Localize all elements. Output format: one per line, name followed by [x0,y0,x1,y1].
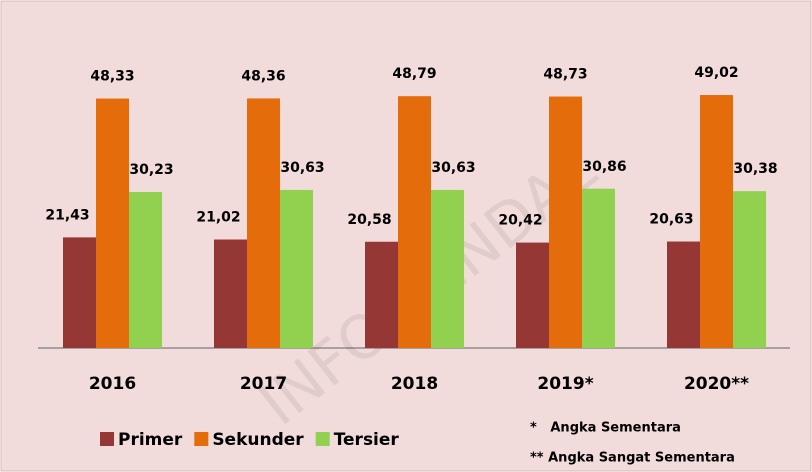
value-label: 30,38 [733,161,777,177]
value-label: 20,58 [347,212,391,228]
x-tick-label: 2020** [684,374,749,394]
bar-shine [516,242,549,348]
x-tick-label: 2018 [391,374,438,394]
bar-shine [280,189,313,348]
value-label: 30,23 [129,162,173,178]
x-tick-label: 2019* [537,374,593,394]
value-label: 30,86 [582,159,626,175]
legend-label: Sekunder [212,430,304,450]
bar-shine [247,98,280,348]
bar-shine [700,95,733,349]
bar-shine [431,189,464,348]
bar-shine [398,96,431,349]
legend-swatch [100,432,114,446]
value-label: 30,63 [431,160,475,176]
bar-shine [63,237,96,348]
bar-shine [365,241,398,348]
value-label: 30,63 [280,160,324,176]
legend-label: Tersier [334,430,400,450]
bar-shine [733,191,766,348]
bar-shine [214,239,247,348]
legend-swatch [315,432,330,446]
legend-swatch [194,432,209,446]
x-tick-label: 2016 [89,374,136,394]
value-label: 48,79 [392,66,436,82]
value-label: 48,36 [241,68,285,84]
footnote: * Angka Sementara [530,421,681,436]
value-label: 20,42 [498,213,542,229]
footnote: ** Angka Sangat Sementara [530,451,735,466]
legend-label: Primer [118,430,183,450]
value-label: 48,33 [90,69,134,85]
value-label: 21,02 [196,210,240,226]
value-label: 49,02 [694,65,738,81]
bar-shine [582,188,615,348]
value-label: 20,63 [649,212,693,228]
bar-shine [667,241,700,348]
value-label: 48,73 [543,67,587,83]
value-label: 21,43 [45,207,89,223]
bar-shine [549,96,582,349]
bar-shine [96,98,129,348]
x-tick-label: 2017 [240,374,287,394]
bar-shine [129,192,162,348]
